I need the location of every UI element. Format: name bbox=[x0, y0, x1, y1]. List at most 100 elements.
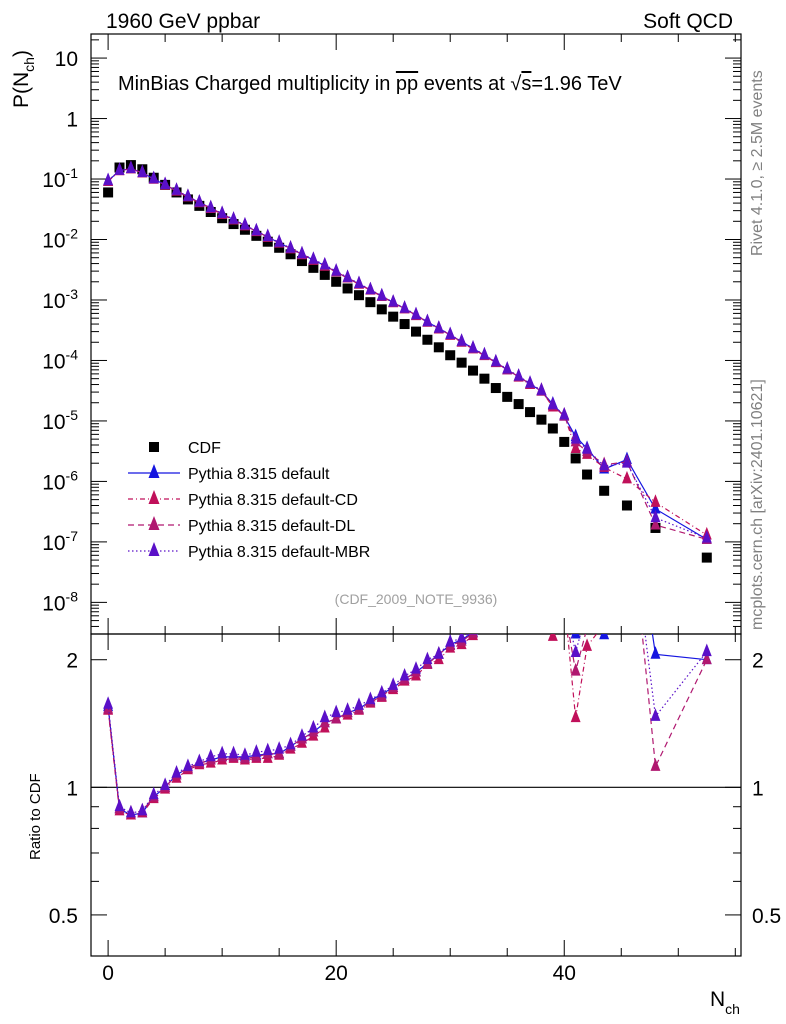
ratio-point-mbr bbox=[319, 709, 330, 723]
ratio-point-mbr bbox=[354, 697, 364, 710]
point-mbr bbox=[308, 251, 319, 264]
ratio-point-default bbox=[548, 608, 558, 621]
ratio-point-default bbox=[479, 615, 489, 628]
main-y-tick-label: 10 bbox=[55, 48, 78, 71]
point-mbr bbox=[468, 340, 478, 353]
ratio-point-mbr bbox=[285, 736, 296, 750]
ratio-point-cd bbox=[536, 574, 546, 587]
point-mbr bbox=[559, 406, 570, 420]
ratio-point-mbr bbox=[479, 612, 489, 625]
ratio-point-default bbox=[514, 587, 524, 600]
main-y-ticks: 10-8 10-7 10-6 10-5 10-4 10-3 10-2 10-1 1 10 bbox=[42, 39, 741, 635]
ratio-point-dl bbox=[479, 617, 489, 630]
cdf-point bbox=[319, 269, 330, 280]
series-mbr bbox=[103, 160, 712, 543]
ratio-point-mbr bbox=[308, 719, 319, 733]
series-default bbox=[103, 160, 712, 544]
analysis-tag: (CDF_2009_NOTE_9936) bbox=[335, 591, 498, 607]
ratio-y-tick-label: 2 bbox=[66, 650, 78, 673]
point-cd bbox=[570, 440, 581, 453]
cdf-point bbox=[559, 436, 570, 447]
ratio-point-dl bbox=[599, 596, 609, 609]
ratio-point-mbr bbox=[194, 753, 205, 767]
ratio-point-cd bbox=[502, 590, 512, 603]
ratio-point-mbr bbox=[388, 677, 399, 690]
point-cd bbox=[622, 470, 632, 484]
point-mbr bbox=[160, 176, 171, 190]
point-mbr bbox=[570, 431, 581, 444]
point-mbr bbox=[103, 172, 114, 186]
cdf-point bbox=[490, 383, 501, 394]
point-mbr bbox=[622, 455, 632, 468]
point-mbr bbox=[125, 160, 136, 174]
plot-title: MinBias Charged multiplicity in pp event… bbox=[118, 73, 622, 95]
ratio-point-default bbox=[570, 634, 581, 639]
cdf-point bbox=[582, 469, 593, 480]
point-mbr bbox=[490, 353, 501, 367]
legend-label: Pythia 8.315 default-DL bbox=[188, 518, 355, 535]
ratio-point-mbr bbox=[570, 644, 581, 657]
ratio-point-dl bbox=[559, 598, 569, 611]
ratio-point-mbr bbox=[433, 646, 444, 659]
ratio-point-mbr bbox=[411, 661, 421, 674]
ratio-point-mbr bbox=[525, 577, 535, 590]
point-mbr bbox=[239, 217, 250, 230]
point-mbr bbox=[399, 300, 410, 313]
point-mbr bbox=[331, 263, 342, 276]
ratio-point-mbr bbox=[182, 758, 193, 771]
point-mbr bbox=[319, 256, 330, 270]
legend-marker-cdf bbox=[149, 442, 159, 452]
ratio-y-ticks: 0.5 0.5 1 1 2 2 bbox=[49, 650, 781, 957]
cdf-point bbox=[342, 283, 353, 294]
main-series-group bbox=[103, 160, 712, 563]
ratio-point-dl bbox=[525, 581, 535, 594]
ratio-point-mbr bbox=[228, 745, 239, 759]
point-mbr bbox=[547, 396, 558, 410]
ratio-point-cd bbox=[514, 590, 524, 603]
ratio-point-mbr bbox=[137, 802, 148, 816]
ratio-point-default bbox=[599, 634, 610, 640]
ratio-point-cd bbox=[525, 586, 535, 599]
point-mbr bbox=[114, 162, 125, 175]
main-y-axis-label-close: ) bbox=[10, 50, 33, 57]
series-line-default bbox=[107, 168, 708, 540]
legend-marker-mbr bbox=[148, 542, 160, 556]
point-mbr bbox=[365, 281, 376, 295]
ratio-point-dl bbox=[548, 618, 558, 631]
ratio-point-dl bbox=[468, 634, 478, 638]
cdf-point bbox=[285, 249, 296, 260]
ratio-point-default bbox=[536, 580, 546, 593]
ratio-point-mbr bbox=[148, 786, 159, 800]
point-mbr bbox=[422, 313, 433, 327]
main-y-tick-label: 10-1 bbox=[42, 165, 78, 192]
ratio-series-group bbox=[103, 574, 712, 820]
legend-entry-default: Pythia 8.315 default bbox=[128, 464, 330, 483]
ratio-series-mbr bbox=[103, 574, 712, 818]
point-dl bbox=[650, 516, 661, 530]
main-y-tick-label: 10-6 bbox=[42, 467, 78, 494]
legend-label: Pythia 8.315 default-CD bbox=[188, 492, 358, 509]
point-mbr bbox=[650, 509, 661, 523]
point-mbr bbox=[433, 320, 444, 333]
cdf-point bbox=[445, 350, 456, 361]
ratio-point-cd bbox=[622, 593, 632, 606]
point-mbr bbox=[388, 294, 399, 307]
ratio-y-tick-label-right: 0.5 bbox=[752, 905, 781, 928]
ratio-point-mbr bbox=[365, 691, 376, 705]
cdf-point bbox=[331, 276, 342, 287]
legend-label: Pythia 8.315 default-MBR bbox=[188, 544, 370, 561]
point-cd bbox=[650, 494, 661, 507]
cdf-point bbox=[399, 319, 410, 330]
ratio-point-mbr bbox=[536, 574, 546, 587]
ratio-point-dl bbox=[502, 590, 512, 603]
ratio-point-default bbox=[650, 646, 661, 659]
point-mbr bbox=[297, 245, 307, 259]
ratio-point-mbr bbox=[331, 704, 342, 718]
x-tick-label: 0 bbox=[102, 962, 114, 985]
plot-title-s: s bbox=[521, 73, 531, 95]
ratio-point-cd bbox=[651, 600, 661, 613]
ratio-point-mbr bbox=[422, 651, 433, 665]
ratio-point-default bbox=[559, 598, 569, 611]
cdf-point bbox=[701, 552, 712, 563]
ratio-point-dl bbox=[570, 663, 581, 676]
